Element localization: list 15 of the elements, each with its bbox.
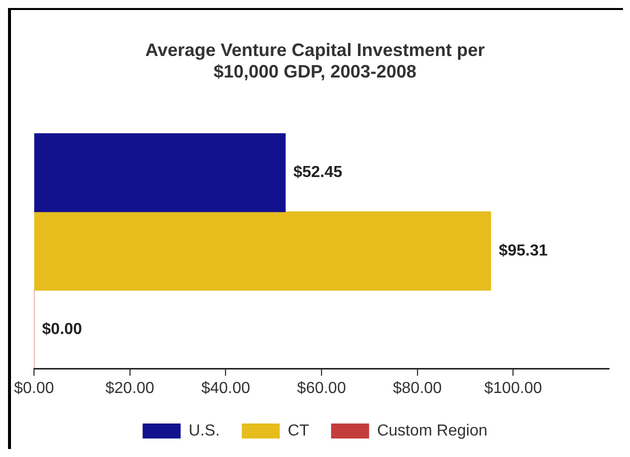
- x-tick-label: $60.00: [297, 380, 346, 397]
- data-label: $95.31: [498, 242, 548, 260]
- x-tick-label: $80.00: [392, 380, 442, 397]
- bar: [34, 133, 286, 212]
- legend-label: U.S.: [188, 422, 220, 440]
- legend-label: CT: [288, 422, 310, 440]
- x-tick-label: $0.00: [14, 380, 54, 397]
- chart-title: Average Venture Capital Investment per $10,000 GDP, 2003-2008: [145, 40, 485, 82]
- data-label: $52.45: [293, 164, 342, 181]
- bar: [34, 211, 492, 291]
- x-tick-label: $40.00: [201, 380, 250, 397]
- data-label: $0.00: [42, 320, 82, 338]
- x-tick-label: $100.00: [484, 380, 542, 397]
- legend-label: Custom Region: [377, 422, 488, 440]
- x-tick-label: $20.00: [105, 380, 154, 397]
